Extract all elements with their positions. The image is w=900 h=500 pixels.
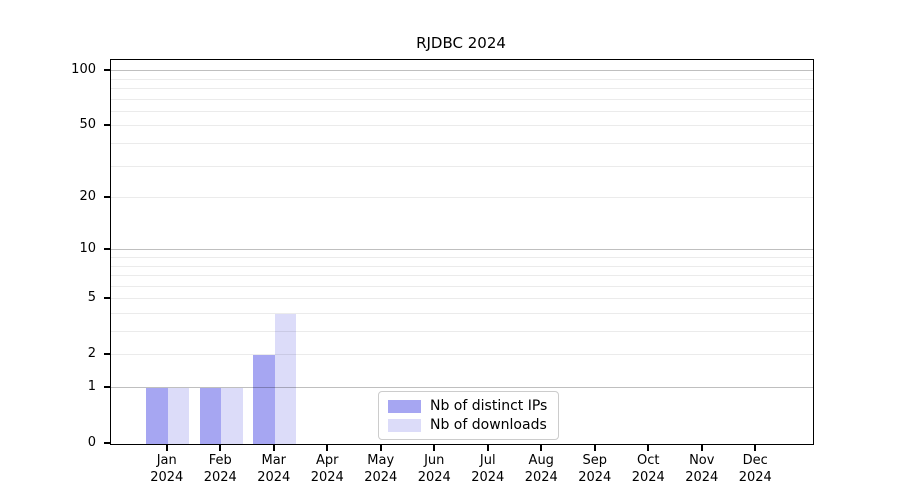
legend-item-downloads: Nb of downloads (388, 417, 547, 433)
gridline-minor-6 (111, 285, 813, 287)
legend-item-distinct-ips: Nb of distinct IPs (388, 398, 547, 414)
x-tick-label-may: May 2024 (349, 452, 413, 486)
x-tick-month: Jun (424, 453, 445, 468)
y-tick-label-1: 1 (87, 379, 96, 394)
gridline-minor-2 (111, 354, 813, 356)
x-tick-month: Sep (582, 453, 607, 468)
gridline-major-10 (111, 249, 813, 251)
legend-swatch-downloads (388, 418, 421, 432)
bar-mar-distinct-ips (253, 355, 275, 444)
x-tick-month: Apr (316, 453, 339, 468)
x-tick-label-feb: Feb 2024 (188, 452, 252, 486)
y-tick-50 (104, 124, 110, 127)
x-tick-label-jul: Jul 2024 (456, 452, 520, 486)
x-tick-year: 2024 (471, 470, 505, 485)
x-tick-label-mar: Mar 2024 (242, 452, 306, 486)
x-tick-may (379, 444, 382, 451)
gridline-minor-4 (111, 313, 813, 314)
bar-feb-distinct-ips (199, 388, 222, 444)
y-tick-label-50: 50 (79, 117, 96, 133)
bar-jan-distinct-ips (146, 388, 168, 444)
y-tick-label-20: 20 (79, 189, 96, 205)
gridline-minor-7 (111, 275, 813, 276)
x-tick-label-oct: Oct 2024 (616, 452, 680, 486)
gridline-minor-50 (111, 125, 813, 127)
x-tick-label-aug: Aug 2024 (509, 452, 573, 486)
x-tick-label-dec: Dec 2024 (723, 452, 787, 486)
gridline-minor-40 (111, 143, 813, 144)
x-tick-jan (165, 444, 168, 451)
y-tick-label-100: 100 (71, 62, 96, 78)
x-tick-label-nov: Nov 2024 (670, 452, 734, 486)
x-tick-jun (433, 444, 436, 451)
gridline-minor-90 (111, 78, 813, 80)
y-tick-20 (104, 196, 110, 199)
bar-jan-downloads (167, 388, 190, 444)
x-tick-jul (486, 444, 489, 451)
gridline-minor-9 (111, 257, 813, 258)
x-tick-month: Jul (479, 453, 496, 468)
x-tick-month: Aug (528, 453, 554, 468)
x-tick-month: Jan (156, 453, 177, 468)
y-tick-label-10: 10 (79, 241, 96, 257)
x-tick-month: Oct (637, 453, 660, 468)
x-tick-mar (272, 444, 275, 451)
x-tick-month: Feb (208, 453, 232, 468)
x-tick-year: 2024 (417, 470, 451, 485)
x-tick-year: 2024 (631, 470, 665, 485)
x-tick-aug (540, 444, 543, 451)
legend-label-distinct-ips: Nb of distinct IPs (430, 398, 548, 414)
gridline-minor-30 (111, 165, 813, 167)
x-tick-apr (326, 444, 329, 451)
y-tick-100 (104, 69, 110, 72)
x-tick-year: 2024 (150, 470, 184, 485)
x-tick-nov (700, 444, 703, 451)
x-tick-month: Nov (689, 453, 715, 468)
x-tick-sep (593, 444, 596, 451)
x-tick-year: 2024 (578, 470, 612, 485)
gridline-minor-70 (111, 98, 813, 100)
plot-area (110, 59, 814, 445)
legend-label-downloads: Nb of downloads (430, 417, 547, 433)
gridline-minor-5 (111, 298, 813, 300)
x-tick-label-sep: Sep 2024 (563, 452, 627, 486)
x-tick-year: 2024 (524, 470, 558, 485)
x-tick-dec (754, 444, 757, 451)
gridline-minor-20 (111, 197, 813, 199)
chart-title: RJDBC 2024 (416, 34, 506, 52)
y-tick-0 (104, 442, 110, 444)
legend: Nb of distinct IPs Nb of downloads (378, 391, 560, 440)
x-tick-year: 2024 (310, 470, 344, 485)
x-tick-feb (219, 444, 222, 451)
x-tick-label-jun: Jun 2024 (402, 452, 466, 486)
bar-feb-downloads (221, 388, 243, 444)
x-tick-year: 2024 (257, 470, 291, 485)
gridline-major-100 (111, 70, 813, 72)
legend-swatch-distinct-ips (388, 399, 421, 413)
y-tick-label-2: 2 (87, 346, 96, 362)
x-tick-label-apr: Apr 2024 (295, 452, 359, 486)
y-tick-label-5: 5 (87, 290, 96, 306)
x-tick-month: May (367, 453, 395, 468)
y-tick-10 (104, 248, 110, 251)
gridline-minor-60 (111, 110, 813, 112)
x-tick-label-jan: Jan 2024 (135, 452, 199, 486)
y-tick-label-0: 0 (87, 435, 96, 450)
x-tick-year: 2024 (738, 470, 772, 485)
x-tick-month: Dec (742, 453, 768, 468)
x-tick-oct (647, 444, 650, 451)
x-tick-month: Mar (261, 453, 287, 468)
x-tick-year: 2024 (685, 470, 719, 485)
gridline-minor-3 (111, 331, 813, 332)
x-tick-year: 2024 (203, 470, 237, 485)
gridline-minor-80 (111, 88, 813, 89)
bar-mar-downloads (274, 314, 297, 444)
y-tick-5 (104, 297, 110, 300)
x-tick-year: 2024 (364, 470, 398, 485)
y-tick-1 (104, 386, 110, 388)
y-tick-2 (104, 353, 110, 356)
gridline-minor-8 (111, 265, 813, 267)
